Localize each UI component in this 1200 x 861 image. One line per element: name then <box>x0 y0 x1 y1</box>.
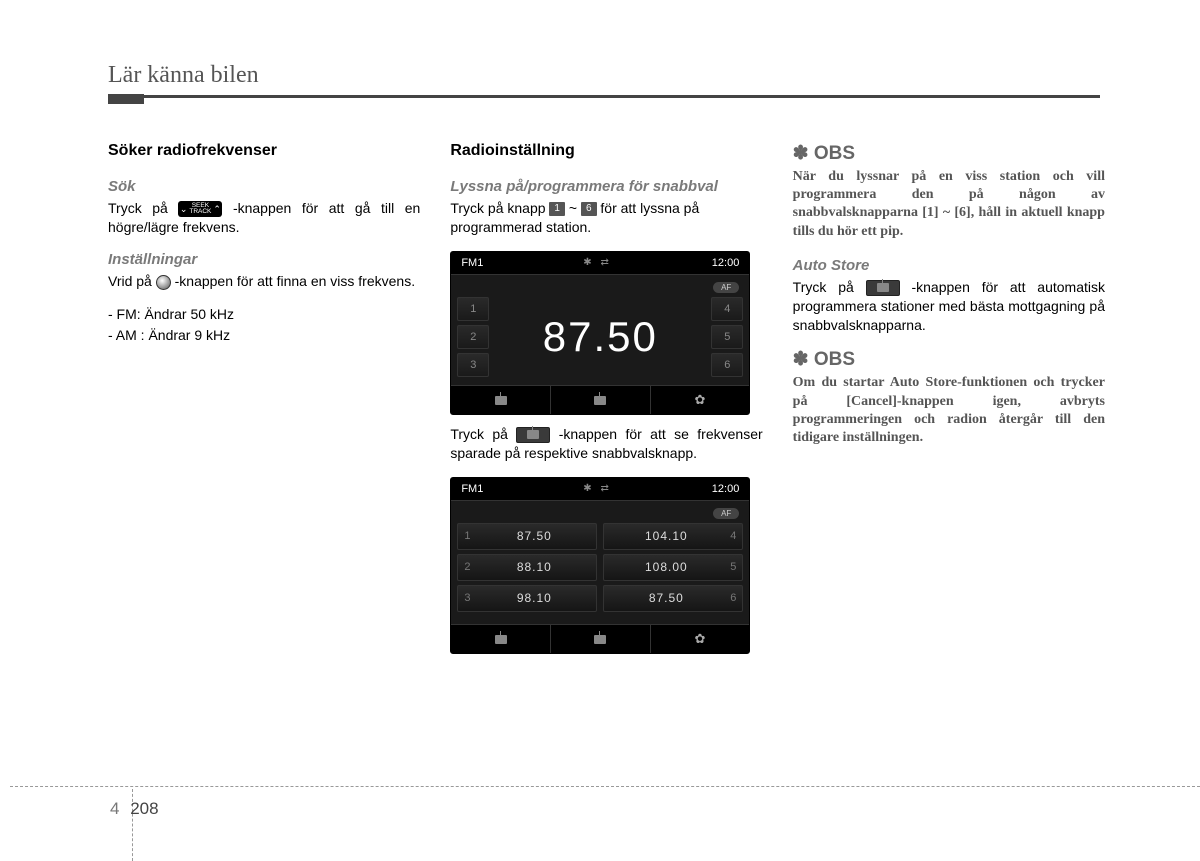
header-tick <box>108 94 144 104</box>
tune-knob-icon <box>156 275 171 290</box>
sok-text-a: Tryck på <box>108 200 178 216</box>
preset-row: 288.10 108.005 <box>457 554 743 581</box>
preset-4: 4 <box>711 297 743 321</box>
radio-icon <box>495 396 507 405</box>
bullet-am: - AM : Ändrar 9 kHz <box>108 326 420 345</box>
header-rule <box>108 95 1100 98</box>
lyss-body: Tryck på knapp 1 ~ 6 för att lyssna på p… <box>450 199 762 237</box>
band-label: FM1 <box>461 257 483 269</box>
inst-heading: Inställningar <box>108 251 420 268</box>
radio-icon <box>495 635 507 644</box>
af-badge: AF <box>713 508 739 519</box>
obs1-body: När du lyssnar på en viss station och vi… <box>793 168 1105 241</box>
tab-radio-icon <box>451 386 551 414</box>
preset-cell: 87.506 <box>603 585 743 612</box>
af-badge: AF <box>713 282 739 293</box>
obs2-body: Om du startar Auto Store-funktionen och … <box>793 374 1105 447</box>
clock-label: 12:00 <box>712 257 740 269</box>
display-topbar: FM1 ✱ ⇄ 12:00 <box>451 252 749 275</box>
radio-icon <box>877 283 889 292</box>
mid-text-a: Tryck på <box>450 426 516 442</box>
status-icons: ✱ ⇄ <box>583 483 612 494</box>
preset-list-button <box>516 427 550 443</box>
preset-row: 187.50 104.104 <box>457 523 743 550</box>
preset-6: 6 <box>711 353 743 377</box>
preset-cell: 108.005 <box>603 554 743 581</box>
tilde: ~ <box>569 200 581 216</box>
column-1: Söker radiofrekvenser Sök Tryck på ⌄ SEE… <box>108 142 420 664</box>
display-tabbar: ✿ <box>451 385 749 414</box>
col2-heading: Radioinställning <box>450 142 762 160</box>
obs2-heading: OBS <box>793 348 1105 371</box>
preset-key-6: 6 <box>581 202 597 216</box>
preset-cell: 398.10 <box>457 585 597 612</box>
obs1-heading: OBS <box>793 142 1105 165</box>
lyss-heading: Lyssna på/programmera för snabbval <box>450 178 762 195</box>
preset-3: 3 <box>457 353 489 377</box>
radio-icon <box>527 430 539 439</box>
seek-track-button: ⌄ SEEKTRACK ⌃ <box>178 201 222 217</box>
preset-row: 398.10 87.506 <box>457 585 743 612</box>
chevron-down-icon: ⌄ <box>180 205 188 214</box>
radio-display-tuner: FM1 ✱ ⇄ 12:00 AF 1 2 3 87.50 4 5 6 <box>450 251 750 415</box>
page-title: Lär känna bilen <box>108 62 1100 89</box>
band-label: FM1 <box>461 483 483 495</box>
autostore-body: Tryck på -knappen för att automatisk pro… <box>793 278 1105 335</box>
col1-heading: Söker radiofrekvenser <box>108 142 420 160</box>
auto-text-a: Tryck på <box>793 279 866 295</box>
preset-cell: 104.104 <box>603 523 743 550</box>
list-icon <box>594 396 606 405</box>
preset-list: 187.50 104.104 288.10 108.005 398.10 87.… <box>451 519 749 624</box>
preset-cell: 288.10 <box>457 554 597 581</box>
preset-cell: 187.50 <box>457 523 597 550</box>
autostore-heading: Auto Store <box>793 257 1105 274</box>
af-row: AF <box>451 275 749 293</box>
display-topbar: FM1 ✱ ⇄ 12:00 <box>451 478 749 501</box>
sok-heading: Sök <box>108 178 420 195</box>
lyss-text-a: Tryck på knapp <box>450 200 549 216</box>
autostore-button <box>866 280 900 296</box>
page-number: 4 208 <box>110 799 159 819</box>
tab-list-icon <box>551 625 651 653</box>
bullet-fm: - FM: Ändrar 50 kHz <box>108 305 420 324</box>
tab-list-icon <box>551 386 651 414</box>
display-main: 1 2 3 87.50 4 5 6 <box>451 293 749 385</box>
preset-key-1: 1 <box>549 202 565 216</box>
list-icon <box>594 635 606 644</box>
page-num-value: 208 <box>130 799 158 818</box>
af-row: AF <box>451 501 749 519</box>
preset-2: 2 <box>457 325 489 349</box>
column-2: Radioinställning Lyssna på/programmera f… <box>450 142 762 664</box>
tab-radio-icon <box>451 625 551 653</box>
inst-text-b: -knappen för att finna en viss frekvens. <box>175 273 415 289</box>
mid-body: Tryck på -knappen för att se frekvenser … <box>450 425 762 463</box>
content-columns: Söker radiofrekvenser Sök Tryck på ⌄ SEE… <box>108 142 1105 664</box>
radio-display-presets: FM1 ✱ ⇄ 12:00 AF 187.50 104.104 288.10 1… <box>450 477 750 654</box>
tab-settings-icon: ✿ <box>651 625 750 653</box>
column-3: OBS När du lyssnar på en viss station oc… <box>793 142 1105 664</box>
inst-body: Vrid på -knappen för att finna en viss f… <box>108 272 420 291</box>
preset-5: 5 <box>711 325 743 349</box>
seek-label: SEEKTRACK <box>189 203 211 216</box>
inst-text-a: Vrid på <box>108 273 156 289</box>
status-icons: ✱ ⇄ <box>583 257 612 268</box>
clock-label: 12:00 <box>712 483 740 495</box>
preset-1: 1 <box>457 297 489 321</box>
display-tabbar: ✿ <box>451 624 749 653</box>
preset-col-right: 4 5 6 <box>711 297 743 377</box>
chapter-num: 4 <box>110 799 119 818</box>
chevron-up-icon: ⌃ <box>213 205 221 214</box>
page-header: Lär känna bilen <box>108 62 1100 98</box>
frequency-readout: 87.50 <box>489 297 711 377</box>
preset-col-left: 1 2 3 <box>457 297 489 377</box>
footer-dotted-h <box>10 786 1200 787</box>
tab-settings-icon: ✿ <box>651 386 750 414</box>
sok-body: Tryck på ⌄ SEEKTRACK ⌃ -knappen för att … <box>108 199 420 237</box>
